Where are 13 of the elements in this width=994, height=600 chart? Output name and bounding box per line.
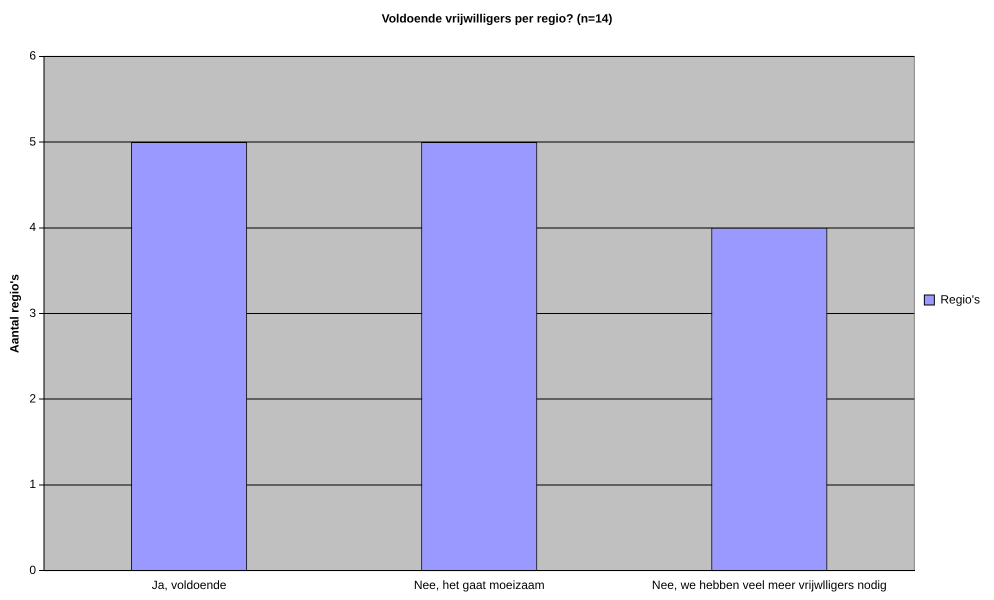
y-tick-label: 5 <box>29 134 36 148</box>
chart-title: Voldoende vrijwilligers per regio? (n=14) <box>382 12 612 26</box>
legend-label: Regio's <box>940 292 980 306</box>
x-tick-label: Nee, het gaat moeizaam <box>414 578 545 592</box>
x-tick-label: Ja, voldoende <box>152 578 227 592</box>
y-tick-label: 4 <box>29 220 36 234</box>
x-tick-label: Nee, we hebben veel meer vrijwlligers nodig <box>652 578 887 592</box>
y-tick-label: 2 <box>29 392 36 406</box>
y-tick-label: 3 <box>29 306 36 320</box>
y-tick-label: 6 <box>29 48 36 63</box>
y-tick-label: 0 <box>29 562 36 577</box>
y-axis-title: Aantal regio's <box>8 274 22 353</box>
y-tick-label: 1 <box>29 477 36 492</box>
